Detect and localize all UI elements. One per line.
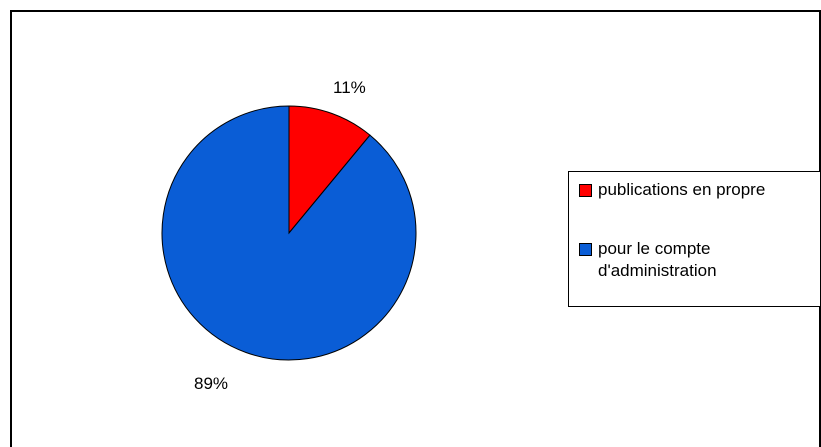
slice-data-label-11: 11% bbox=[333, 78, 366, 97]
legend-label: pour le compte d'administration bbox=[598, 239, 717, 280]
pie-slice-pour-le-compte-d-administration bbox=[161, 105, 417, 361]
legend-item-pour-le-compte: pour le compte d'administration bbox=[579, 238, 821, 282]
legend-swatch-blue bbox=[579, 243, 592, 256]
legend-item-publications-en-propre: publications en propre bbox=[579, 179, 821, 201]
legend-swatch-red bbox=[579, 184, 592, 197]
chart-legend: publications en propre pour le compte d'… bbox=[568, 171, 821, 307]
pie-slice-publications-en-propre bbox=[288, 105, 371, 235]
slice-data-label-89: 89% bbox=[194, 374, 229, 393]
legend-label: publications en propre bbox=[598, 180, 766, 199]
